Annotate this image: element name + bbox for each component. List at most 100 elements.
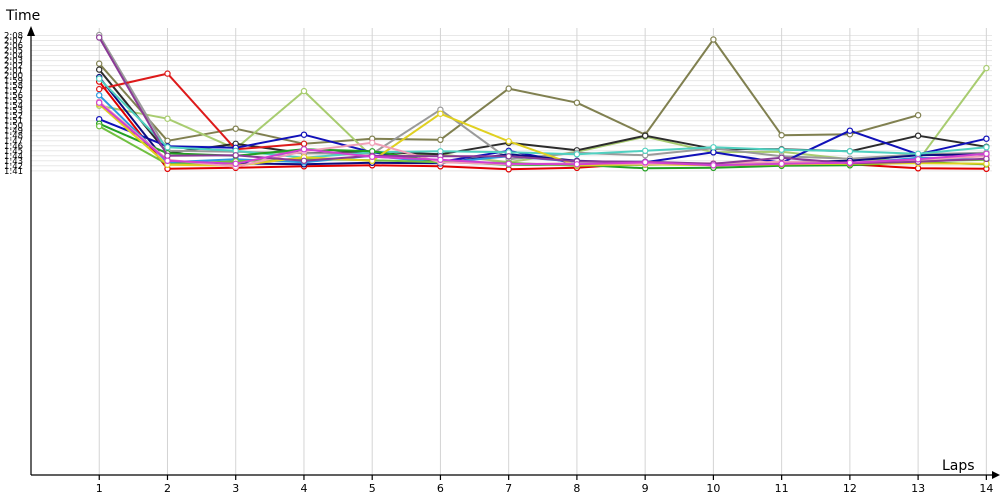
data-point (95, 85, 103, 93)
x-tick-label: 14 (979, 482, 993, 495)
data-point (505, 160, 512, 167)
data-point (573, 161, 581, 168)
data-point (164, 144, 171, 151)
y-tick-label: 1:41 (4, 167, 23, 177)
data-point (778, 131, 785, 139)
y-tick-label: 1:46 (4, 142, 23, 152)
x-tick-label: 6 (437, 482, 444, 495)
data-point (95, 122, 103, 130)
y-tick-label: 1:48 (4, 132, 23, 142)
data-point (300, 87, 308, 95)
data-point (846, 127, 854, 134)
y-tick-label: 1:45 (4, 147, 23, 157)
data-point (778, 154, 785, 161)
y-tick-label: 1:49 (4, 127, 23, 137)
y-tick-label: 2:00 (4, 72, 23, 82)
series-line (98, 101, 987, 167)
data-point (710, 36, 717, 43)
data-point (983, 135, 990, 142)
data-point (642, 147, 649, 154)
x-tick-label: 5 (369, 482, 376, 495)
data-point (914, 111, 922, 119)
x-tick-label: 8 (573, 482, 580, 495)
data-point (232, 160, 239, 167)
y-tick-labels: 1:411:421:431:441:451:461:471:481:491:50… (4, 32, 23, 177)
data-point (914, 156, 922, 163)
y-tick-label: 1:52 (4, 112, 23, 122)
data-point (95, 91, 103, 99)
data-point (983, 64, 990, 72)
x-tick-label: 3 (232, 482, 239, 495)
data-point (914, 150, 922, 157)
data-point (573, 99, 581, 106)
data-point (983, 144, 990, 151)
y-tick-label: 1:47 (4, 137, 23, 147)
y-tick-label: 2:03 (4, 57, 23, 67)
y-tick-label: 1:58 (4, 82, 23, 92)
data-point (778, 146, 785, 153)
y-tick-label: 1:56 (4, 92, 23, 102)
data-point (95, 75, 103, 82)
series-line (98, 68, 987, 156)
x-tick-label: 10 (706, 482, 720, 495)
data-point (846, 159, 854, 166)
axes (27, 26, 1000, 479)
x-tick-label: 7 (505, 482, 512, 495)
y-tick-label: 1:57 (4, 87, 23, 97)
y-tick-label: 2:04 (4, 52, 23, 62)
data-point (95, 66, 103, 73)
data-point (300, 131, 308, 138)
x-tick-label: 13 (911, 482, 925, 495)
y-tick-label: 2:08 (4, 32, 23, 42)
data-point (300, 140, 308, 147)
y-tick-label: 1:51 (4, 117, 23, 127)
y-tick-label: 2:05 (4, 47, 23, 57)
y-tick-label: 1:53 (4, 107, 23, 117)
x-tick-label: 11 (775, 482, 789, 495)
y-tick-label: 2:02 (4, 62, 23, 72)
x-tick-labels: 1 2 3 4 5 6 7 8 9 10 11 12 13 14 (96, 482, 994, 495)
data-point (846, 148, 854, 155)
series-line (98, 72, 305, 151)
y-tick-label: 1:54 (4, 102, 23, 112)
data-point (505, 153, 512, 160)
data-point (300, 146, 308, 153)
data-point (232, 152, 239, 159)
data-point (164, 70, 171, 77)
x-axis-arrow (992, 471, 1000, 479)
data-point (437, 110, 444, 117)
y-tick-label: 1:44 (4, 152, 23, 162)
data-point (95, 34, 103, 41)
data-point (642, 132, 649, 139)
data-point (232, 125, 239, 132)
series-group (95, 31, 990, 173)
x-tick-label: 9 (642, 482, 649, 495)
data-point (642, 159, 649, 166)
y-tick-label: 2:06 (4, 42, 23, 52)
y-tick-label: 1:42 (4, 162, 23, 172)
data-point (164, 137, 171, 144)
data-point (164, 157, 171, 164)
y-tick-label: 1:50 (4, 122, 23, 132)
series-16 (95, 99, 990, 169)
data-point (95, 99, 103, 106)
data-point (164, 115, 171, 122)
y-tick-label: 1:43 (4, 157, 23, 167)
data-point (914, 132, 922, 139)
y-tick-label: 1:59 (4, 77, 23, 87)
data-point (505, 85, 512, 92)
x-tick-label: 1 (96, 482, 103, 495)
data-point (710, 144, 717, 151)
y-tick-label: 2:01 (4, 67, 23, 77)
data-point (369, 153, 376, 160)
data-point (300, 157, 308, 164)
y-axis-arrow (27, 26, 35, 36)
x-tick-label: 12 (843, 482, 857, 495)
data-point (437, 136, 444, 143)
data-point (437, 156, 444, 163)
y-tick-label: 1:55 (4, 97, 23, 107)
x-tick-label: 2 (164, 482, 171, 495)
data-point (778, 160, 785, 167)
data-point (95, 60, 103, 67)
